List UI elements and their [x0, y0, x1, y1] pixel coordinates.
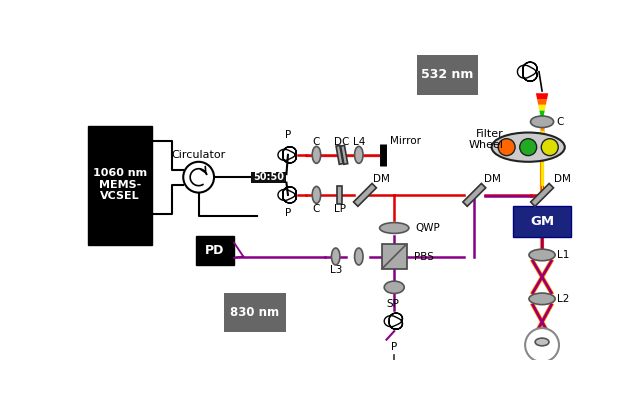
- Text: 1060 nm
MEMS-
VCSEL: 1060 nm MEMS- VCSEL: [93, 168, 147, 202]
- Text: P: P: [285, 209, 291, 218]
- Text: L4: L4: [353, 137, 365, 147]
- Ellipse shape: [529, 293, 555, 305]
- Text: 830 nm: 830 nm: [230, 306, 280, 319]
- Ellipse shape: [541, 139, 558, 156]
- Ellipse shape: [312, 186, 321, 203]
- Text: GM: GM: [530, 215, 554, 228]
- Text: Mirror: Mirror: [390, 136, 420, 146]
- Text: C: C: [556, 117, 563, 127]
- Polygon shape: [538, 105, 546, 111]
- Text: SP: SP: [387, 299, 399, 309]
- Text: DM: DM: [484, 175, 500, 185]
- Polygon shape: [353, 183, 376, 206]
- Ellipse shape: [355, 248, 363, 265]
- Ellipse shape: [529, 249, 555, 261]
- Text: L1: L1: [557, 250, 570, 260]
- Text: PBS: PBS: [414, 252, 434, 262]
- Ellipse shape: [535, 338, 549, 346]
- Text: C: C: [313, 204, 320, 214]
- Ellipse shape: [312, 146, 321, 163]
- Polygon shape: [463, 183, 486, 206]
- Text: P: P: [391, 342, 397, 352]
- Bar: [382, 244, 406, 269]
- Bar: [88, 126, 152, 245]
- Ellipse shape: [384, 281, 404, 294]
- Text: 50:50: 50:50: [253, 172, 284, 182]
- Circle shape: [183, 162, 214, 193]
- Ellipse shape: [492, 132, 564, 162]
- Text: DC: DC: [334, 137, 349, 147]
- Bar: [224, 294, 285, 332]
- Polygon shape: [531, 183, 554, 206]
- Ellipse shape: [380, 223, 409, 233]
- Text: C: C: [313, 137, 320, 147]
- Bar: [196, 236, 234, 265]
- Text: DM: DM: [372, 175, 390, 185]
- Polygon shape: [336, 145, 343, 164]
- Ellipse shape: [531, 116, 554, 128]
- Text: DM: DM: [554, 175, 572, 185]
- Ellipse shape: [520, 139, 537, 156]
- Text: P: P: [285, 130, 291, 140]
- Text: 532 nm: 532 nm: [421, 68, 474, 81]
- Polygon shape: [536, 93, 548, 99]
- Text: L2: L2: [557, 294, 570, 304]
- Text: PD: PD: [205, 244, 225, 257]
- Polygon shape: [337, 185, 342, 204]
- Ellipse shape: [498, 139, 515, 156]
- Ellipse shape: [355, 146, 363, 163]
- Circle shape: [525, 328, 559, 362]
- Bar: [417, 55, 478, 95]
- Text: L3: L3: [330, 265, 342, 275]
- Bar: [251, 172, 287, 183]
- Polygon shape: [340, 145, 348, 164]
- Bar: [513, 207, 572, 237]
- Polygon shape: [537, 99, 547, 105]
- Polygon shape: [540, 111, 545, 116]
- Ellipse shape: [332, 248, 340, 265]
- Text: LP: LP: [333, 204, 346, 214]
- Text: Filter
Wheel: Filter Wheel: [468, 129, 504, 150]
- Text: Circulator: Circulator: [172, 150, 226, 160]
- Text: QWP: QWP: [416, 223, 440, 233]
